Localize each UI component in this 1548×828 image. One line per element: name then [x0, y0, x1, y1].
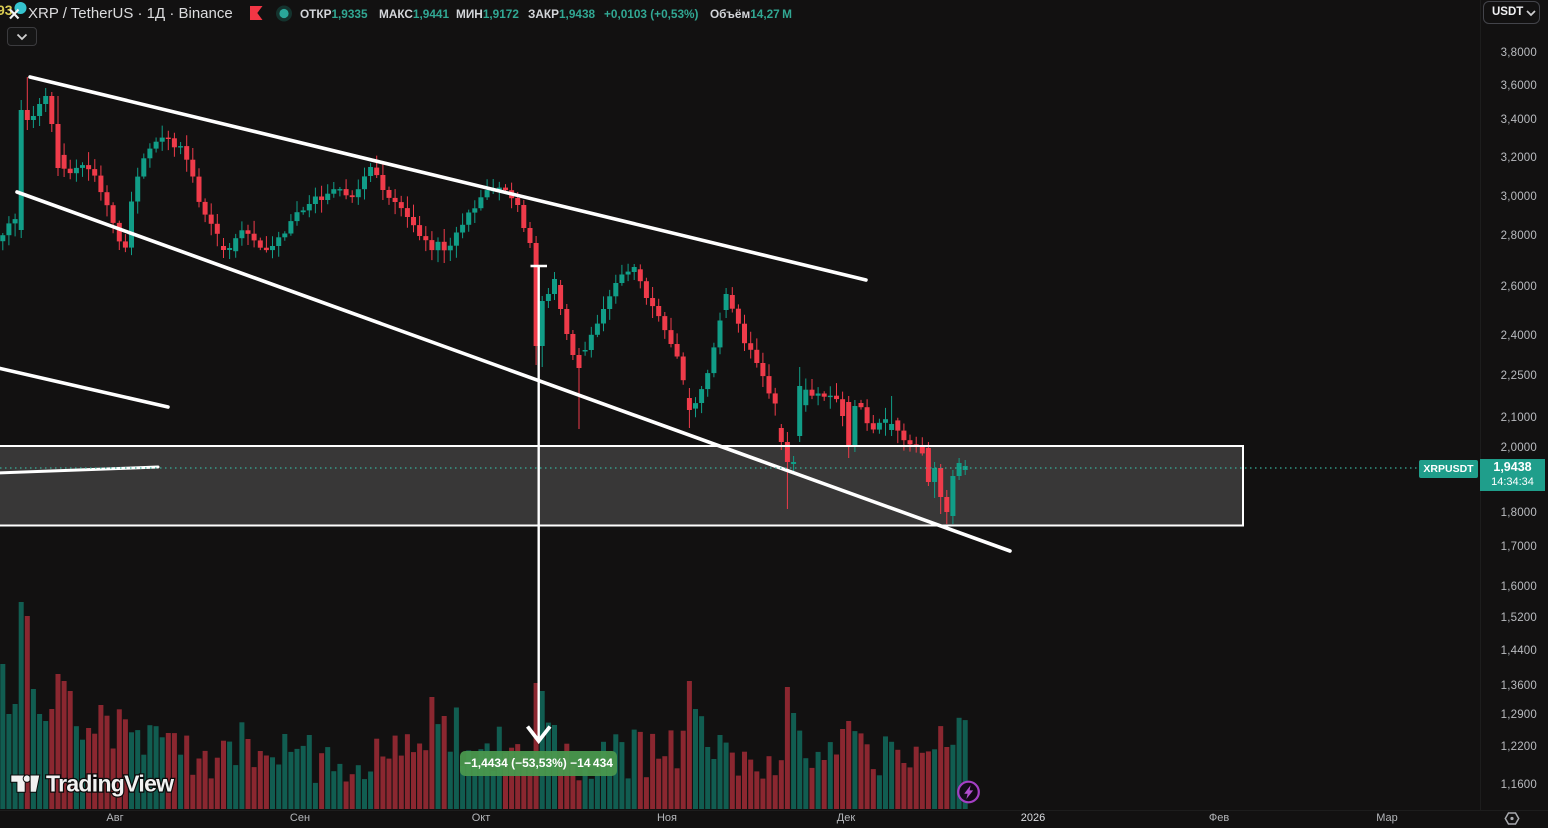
svg-text:TradingView: TradingView: [46, 771, 174, 797]
